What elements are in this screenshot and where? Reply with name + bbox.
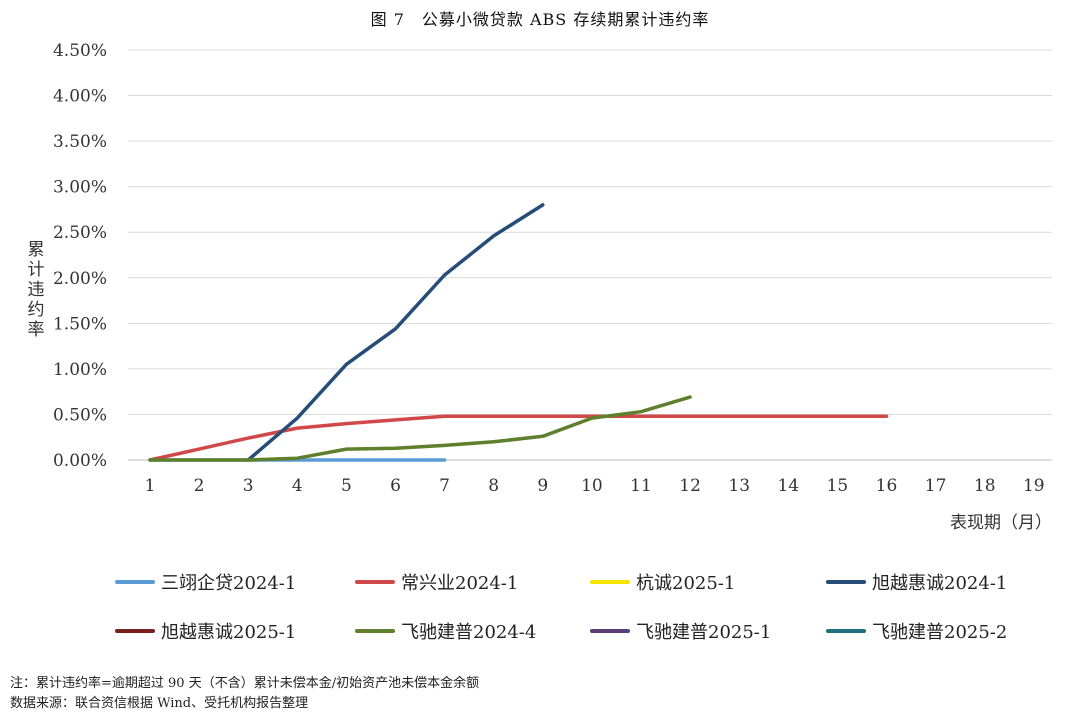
- legend-swatch: [115, 580, 155, 584]
- y-tick-label: 4.50%: [53, 41, 107, 61]
- figure-title: 图 7 公募小微贷款 ABS 存续期累计违约率: [370, 10, 710, 29]
- y-axis-title-char: 累: [28, 240, 45, 260]
- x-tick-label: 18: [974, 476, 996, 496]
- legend-label: 杭诚2025-1: [636, 573, 736, 594]
- legend-label: 飞驰建普2025-2: [872, 622, 1008, 643]
- x-tick-label: 11: [630, 476, 652, 496]
- series-line: [148, 395, 692, 462]
- legend-swatch: [355, 580, 395, 584]
- legend-item: 常兴业2024-1: [355, 569, 518, 595]
- legend-item: 旭越惠诚2024-1: [826, 569, 1007, 595]
- y-tick-label: 0.50%: [53, 405, 107, 425]
- legend-label: 旭越惠诚2024-1: [872, 573, 1008, 594]
- x-tick-label: 1: [145, 476, 156, 496]
- footnotes: 注：累计违约率=逾期超过 90 天（不含）累计未偿本金/初始资产池未偿本金余额 …: [10, 674, 479, 714]
- legend-item: 杭诚2025-1: [590, 569, 735, 595]
- y-tick-label: 3.00%: [53, 178, 107, 198]
- legend-swatch: [826, 580, 866, 584]
- x-tick-label: 19: [1023, 476, 1045, 496]
- x-tick-label: 15: [827, 476, 849, 496]
- note-source: 数据来源：联合资信根据 Wind、受托机构报告整理: [10, 696, 309, 711]
- x-tick-label: 17: [925, 476, 947, 496]
- x-tick-label: 3: [243, 476, 254, 496]
- y-axis-title-char: 计: [28, 260, 45, 280]
- y-tick-label: 1.50%: [53, 314, 107, 334]
- legend-label: 飞驰建普2024-4: [401, 622, 537, 643]
- legend-item: 旭越惠诚2025-1: [115, 618, 296, 644]
- x-tick-label: 13: [728, 476, 750, 496]
- x-tick-label: 2: [194, 476, 205, 496]
- y-tick-label: 2.50%: [53, 223, 107, 243]
- y-tick-label: 0.00%: [53, 451, 107, 471]
- legend-item: 三翊企贷2024-1: [115, 569, 296, 595]
- legend-item: 飞驰建普2024-4: [355, 618, 536, 644]
- legend-swatch: [590, 629, 630, 633]
- y-tick-label: 2.00%: [53, 269, 107, 289]
- note-definition: 注：累计违约率=逾期超过 90 天（不含）累计未偿本金/初始资产池未偿本金余额: [10, 676, 480, 691]
- legend-swatch: [115, 629, 155, 633]
- x-tick-label: 16: [876, 476, 898, 496]
- y-tick-label: 4.00%: [53, 87, 107, 107]
- x-axis-title: 表现期（月）: [950, 513, 1052, 533]
- x-tick-label: 8: [488, 476, 499, 496]
- series-line: [246, 203, 545, 462]
- x-tick-label: 14: [777, 476, 799, 496]
- y-tick-label: 3.50%: [53, 132, 107, 152]
- legend-label: 飞驰建普2025-1: [636, 622, 772, 643]
- y-axis-title-char: 违: [28, 280, 45, 300]
- legend-swatch: [355, 629, 395, 633]
- x-tick-label: 10: [581, 476, 603, 496]
- y-tick-label: 1.00%: [53, 360, 107, 380]
- legend-label: 三翊企贷2024-1: [161, 573, 297, 594]
- x-tick-label: 7: [439, 476, 450, 496]
- y-axis-title-char: 率: [28, 320, 45, 340]
- x-tick-label: 4: [292, 476, 303, 496]
- legend-label: 旭越惠诚2025-1: [161, 622, 297, 643]
- x-tick-label: 9: [537, 476, 548, 496]
- legend-swatch: [826, 629, 866, 633]
- series-line: [148, 414, 889, 462]
- legend-label: 常兴业2024-1: [401, 573, 519, 594]
- x-tick-label: 12: [679, 476, 701, 496]
- x-tick-label: 5: [341, 476, 352, 496]
- y-axis-title-char: 约: [28, 300, 45, 320]
- x-tick-label: 6: [390, 476, 401, 496]
- legend-item: 飞驰建普2025-2: [826, 618, 1007, 644]
- legend-item: 飞驰建普2025-1: [590, 618, 771, 644]
- legend-swatch: [590, 580, 630, 584]
